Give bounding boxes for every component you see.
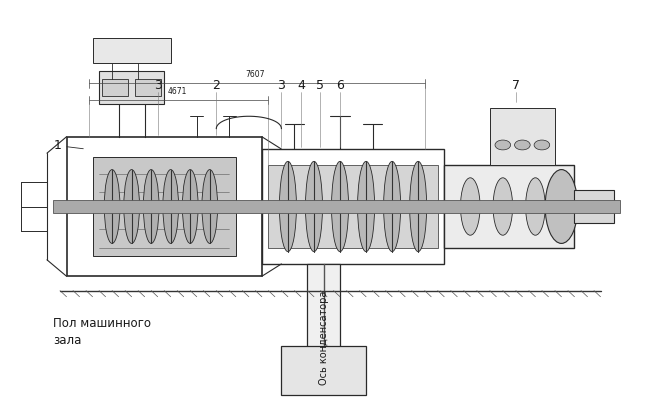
Ellipse shape <box>124 170 139 243</box>
Ellipse shape <box>305 161 322 252</box>
Text: 4: 4 <box>297 78 305 92</box>
Text: 7: 7 <box>512 78 520 92</box>
Text: Ось конденсатора: Ось конденсатора <box>318 291 329 385</box>
Text: 6: 6 <box>336 78 344 92</box>
Ellipse shape <box>202 170 218 243</box>
Ellipse shape <box>495 140 511 150</box>
Text: 7607: 7607 <box>246 70 265 79</box>
Bar <box>54 200 620 213</box>
Ellipse shape <box>409 161 426 252</box>
Text: 5: 5 <box>317 78 324 92</box>
Ellipse shape <box>182 170 198 243</box>
Ellipse shape <box>143 170 159 243</box>
Ellipse shape <box>526 178 545 235</box>
Ellipse shape <box>515 140 530 150</box>
Text: 1: 1 <box>54 139 83 152</box>
Bar <box>268 166 438 247</box>
Bar <box>67 137 262 276</box>
Ellipse shape <box>163 170 179 243</box>
Bar <box>490 108 555 166</box>
Ellipse shape <box>279 161 296 252</box>
Ellipse shape <box>493 178 513 235</box>
Ellipse shape <box>358 161 375 252</box>
Ellipse shape <box>545 170 577 243</box>
Bar <box>281 346 366 395</box>
Ellipse shape <box>460 178 480 235</box>
Bar <box>99 71 164 104</box>
Ellipse shape <box>332 161 349 252</box>
Ellipse shape <box>384 161 401 252</box>
Bar <box>93 38 171 63</box>
Text: Пол машинного
зала: Пол машинного зала <box>54 317 152 347</box>
Text: 3: 3 <box>154 78 162 92</box>
Bar <box>102 79 128 96</box>
Text: 2: 2 <box>213 78 220 92</box>
Bar <box>444 166 574 247</box>
Bar <box>262 149 444 264</box>
Bar <box>307 264 340 391</box>
Ellipse shape <box>104 170 120 243</box>
Text: 3: 3 <box>277 78 285 92</box>
Bar <box>574 190 613 223</box>
Ellipse shape <box>534 140 550 150</box>
Bar <box>93 157 236 256</box>
Text: 4671: 4671 <box>167 87 187 96</box>
Bar <box>135 79 161 96</box>
